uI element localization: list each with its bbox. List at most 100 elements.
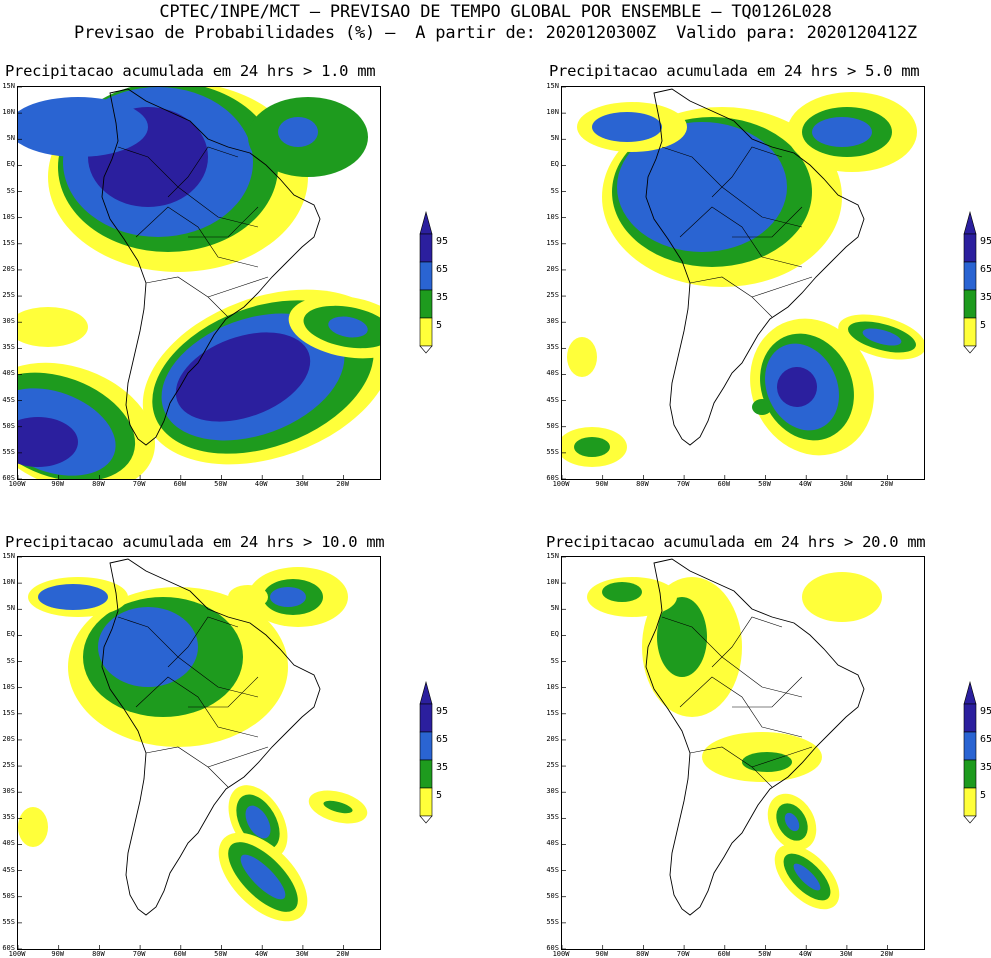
lon-label: 20W <box>336 480 349 488</box>
lat-label: 20S <box>546 734 559 743</box>
lon-label: 100W <box>8 480 26 488</box>
lat-label: 30S <box>546 317 559 326</box>
country-border <box>188 206 259 238</box>
colorbar-swatch <box>419 703 433 733</box>
lat-label: 30S <box>546 787 559 796</box>
panel-3-colorbar: 95 65 35 5 <box>418 680 478 825</box>
lat-label: 20S <box>2 264 15 273</box>
panel-4-colorbar: 95 65 35 5 <box>962 680 991 825</box>
lon-label: 100W <box>552 480 570 488</box>
country-border <box>679 676 803 738</box>
colorbar-swatch <box>963 289 977 319</box>
colorbar-label: 35 <box>980 762 991 773</box>
panel-2-colorbar: 95 65 35 5 <box>962 210 991 355</box>
lon-label: 100W <box>552 950 570 958</box>
lon-label: 50W <box>758 950 771 958</box>
colorbar-label: 35 <box>436 762 449 773</box>
lat-label: 25S <box>546 761 559 770</box>
lat-label: 20S <box>2 734 15 743</box>
probability-field <box>18 567 368 922</box>
lon-label: 90W <box>595 480 609 488</box>
country-border <box>751 746 813 768</box>
panel-3-title: Precipitacao acumulada em 24 hrs > 10.0 … <box>5 533 385 551</box>
colorbar-swatch <box>419 289 433 319</box>
lat-label: 55S <box>546 917 559 926</box>
lon-label: 20W <box>880 950 893 958</box>
lat-label: 45S <box>546 865 559 874</box>
lat-label: 5S <box>6 186 15 195</box>
colorbar-label: 95 <box>980 706 991 717</box>
panel-4-map <box>561 556 925 950</box>
lat-label: 60S <box>2 474 15 482</box>
header-line-1: CPTEC/INPE/MCT – PREVISAO DE TEMPO GLOBA… <box>159 2 832 22</box>
colorbar-label: 35 <box>436 292 449 303</box>
colorbar-swatch <box>963 317 977 347</box>
colorbar-swatch <box>963 703 977 733</box>
lat-label: 35S <box>546 813 559 822</box>
lat-label: 10S <box>2 212 15 221</box>
colorbar-swatch <box>963 787 977 817</box>
lon-label: 80W <box>636 950 649 958</box>
country-border <box>732 206 803 238</box>
lat-label: 55S <box>2 447 15 456</box>
lat-label: 50S <box>2 891 15 900</box>
lon-label: 50W <box>758 480 771 488</box>
lon-label: 20W <box>880 480 893 488</box>
lat-label: 45S <box>2 865 15 874</box>
lon-label: 90W <box>595 950 609 958</box>
colorbar-label: 65 <box>436 264 449 275</box>
lon-label: 60W <box>717 950 731 958</box>
lat-label: 10S <box>546 682 559 691</box>
lat-label: 10N <box>2 578 15 587</box>
lat-label: 55S <box>546 447 559 456</box>
lon-label: 60W <box>717 480 731 488</box>
lat-label: 10N <box>546 108 559 117</box>
lat-label: 15N <box>2 82 15 90</box>
lat-label: 15N <box>2 552 15 560</box>
lon-label: 30W <box>839 480 853 488</box>
lat-label: 50S <box>2 421 15 430</box>
panel-1-title: Precipitacao acumulada em 24 hrs > 1.0 m… <box>5 62 376 80</box>
lon-label: 60W <box>173 480 187 488</box>
lat-label: 30S <box>2 317 15 326</box>
lon-label: 30W <box>295 480 309 488</box>
panel-1-map <box>17 86 381 480</box>
panel-3-map <box>17 556 381 950</box>
colorbar-swatch <box>419 261 433 291</box>
panel-2-map <box>561 86 925 480</box>
lat-label: EQ <box>6 630 15 639</box>
colorbar-swatch <box>419 731 433 761</box>
lat-label: 25S <box>2 291 15 300</box>
lat-label: 15S <box>2 238 15 247</box>
country-border <box>188 676 259 708</box>
lon-label: 90W <box>51 950 65 958</box>
country-border <box>207 746 269 768</box>
lat-label: 5S <box>550 656 559 665</box>
lon-label: 70W <box>676 480 690 488</box>
lon-label: 80W <box>92 480 105 488</box>
lon-label: 40W <box>798 950 812 958</box>
colorbar-swatch <box>419 233 433 263</box>
lat-label: 60S <box>546 944 559 952</box>
country-border <box>751 276 813 298</box>
lat-label: 10N <box>2 108 15 117</box>
lat-label: 50S <box>546 891 559 900</box>
lat-label: 35S <box>2 813 15 822</box>
colorbar-label: 95 <box>436 706 449 717</box>
colorbar-label: 5 <box>980 790 987 801</box>
country-border <box>689 276 773 318</box>
colorbar-label: 5 <box>436 320 443 331</box>
lat-label: 35S <box>546 343 559 352</box>
lon-label: 90W <box>51 480 65 488</box>
lon-label: 20W <box>336 950 349 958</box>
country-border <box>711 616 783 668</box>
lat-label: 10S <box>2 682 15 691</box>
lat-label: 10N <box>546 578 559 587</box>
colorbar-label: 35 <box>980 292 991 303</box>
country-border <box>167 616 239 668</box>
lat-label: 40S <box>546 839 559 848</box>
panel-1-colorbar: 95 65 35 5 <box>418 210 478 355</box>
lat-label: 5N <box>550 604 559 613</box>
lat-label: 20S <box>546 264 559 273</box>
lon-label: 70W <box>132 950 146 958</box>
